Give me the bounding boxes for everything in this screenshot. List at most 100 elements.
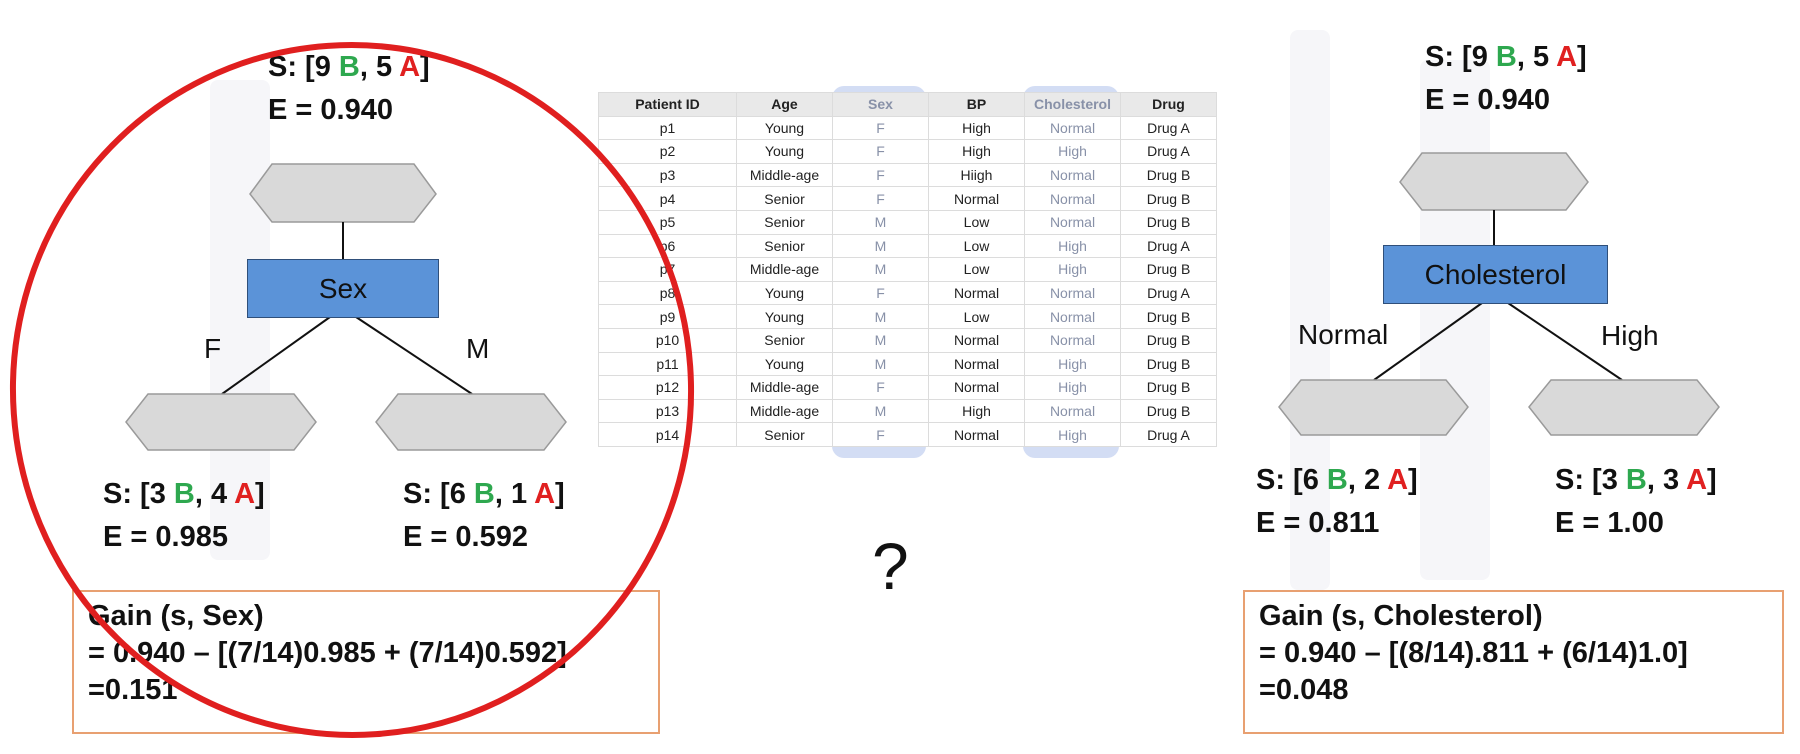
table-cell: High bbox=[1024, 422, 1121, 447]
table-cell: Drug B bbox=[1120, 398, 1217, 424]
leaf-entropy-normal: E = 0.811 bbox=[1256, 507, 1380, 539]
column-header: Age bbox=[736, 92, 833, 117]
table-cell: Drug B bbox=[1120, 257, 1217, 282]
column-header: Sex bbox=[832, 92, 929, 117]
leaf-hexagon-m bbox=[375, 393, 567, 451]
table-cell: Normal bbox=[1024, 209, 1121, 235]
table-cell: M bbox=[832, 257, 929, 282]
table-cell: Young bbox=[736, 115, 833, 141]
table-cell: p3 bbox=[598, 162, 737, 188]
table-cell: M bbox=[832, 233, 929, 259]
table-row: p3 Middle-age F Hiigh Normal Drug B bbox=[598, 162, 1217, 188]
branch-label-m: M bbox=[466, 333, 490, 364]
leaf-hexagon-f bbox=[125, 393, 317, 451]
table-cell: Normal bbox=[1024, 304, 1121, 329]
root-stat-left: S: [9 B, 5 A] bbox=[268, 51, 430, 83]
root-entropy-right: E = 0.940 bbox=[1425, 84, 1550, 116]
table-cell: Drug B bbox=[1120, 327, 1217, 353]
table-cell: Hiigh bbox=[928, 162, 1025, 188]
table-cell: F bbox=[832, 115, 929, 141]
table-row: p8 Young F Normal Normal Drug A bbox=[598, 280, 1217, 306]
table-row: p10 Senior M Normal Normal Drug B bbox=[598, 327, 1217, 353]
column-header: BP bbox=[928, 92, 1025, 117]
table-cell: p14 bbox=[598, 422, 737, 447]
gain-chol-line3: =0.048 bbox=[1259, 674, 1349, 706]
question-mark: ? bbox=[872, 529, 909, 603]
table-cell: F bbox=[832, 280, 929, 306]
connector-chol-high bbox=[1507, 302, 1623, 381]
table-cell: Normal bbox=[1024, 186, 1121, 211]
table-cell: M bbox=[832, 209, 929, 235]
branch-label-normal: Normal bbox=[1298, 319, 1389, 350]
table-cell: Senior bbox=[736, 327, 833, 353]
table-cell: Drug B bbox=[1120, 304, 1217, 329]
table-cell: Drug B bbox=[1120, 209, 1217, 235]
table-cell: High bbox=[1024, 351, 1121, 377]
connector-sex-f bbox=[221, 316, 331, 395]
leaf-stat-high: S: [3 B, 3 A] bbox=[1555, 464, 1717, 496]
table-cell: p8 bbox=[598, 280, 737, 306]
table-row: p9 Young M Low Normal Drug B bbox=[598, 304, 1217, 329]
table-cell: M bbox=[832, 351, 929, 377]
table-cell: Normal bbox=[1024, 162, 1121, 188]
table-row: p2 Young F High High Drug A bbox=[598, 139, 1217, 164]
root-stat-right: S: [9 B, 5 A] bbox=[1425, 41, 1587, 73]
table-cell: Low bbox=[928, 209, 1025, 235]
table-cell: High bbox=[928, 115, 1025, 141]
table-cell: Drug B bbox=[1120, 351, 1217, 377]
table-header-row: Patient ID Age Sex BP Cholesterol Drug bbox=[598, 92, 1217, 117]
branch-label-f: F bbox=[204, 333, 222, 364]
table-cell: Young bbox=[736, 139, 833, 164]
table-cell: Normal bbox=[928, 280, 1025, 306]
table-cell: Middle-age bbox=[736, 398, 833, 424]
table-cell: F bbox=[832, 139, 929, 164]
table-cell: F bbox=[832, 162, 929, 188]
table-cell: F bbox=[832, 422, 929, 447]
table-cell: p4 bbox=[598, 186, 737, 211]
table-cell: p1 bbox=[598, 115, 737, 141]
table-row: p13 Middle-age M High Normal Drug B bbox=[598, 398, 1217, 424]
table-cell: Drug B bbox=[1120, 375, 1217, 400]
table-cell: Young bbox=[736, 351, 833, 377]
leaf-entropy-m: E = 0.592 bbox=[403, 521, 528, 553]
table-cell: Low bbox=[928, 233, 1025, 259]
table-cell: Senior bbox=[736, 422, 833, 447]
table-cell: Middle-age bbox=[736, 257, 833, 282]
table-cell: Normal bbox=[928, 422, 1025, 447]
table-cell: p5 bbox=[598, 209, 737, 235]
table-cell: p12 bbox=[598, 375, 737, 400]
table-cell: M bbox=[832, 398, 929, 424]
leaf-entropy-high: E = 1.00 bbox=[1555, 507, 1664, 539]
table-cell: Senior bbox=[736, 209, 833, 235]
table-cell: Normal bbox=[1024, 280, 1121, 306]
table-cell: Middle-age bbox=[736, 162, 833, 188]
table-cell: Low bbox=[928, 304, 1025, 329]
gain-chol-line1: Gain (s, Cholesterol) bbox=[1259, 600, 1543, 632]
gain-cholesterol-box: Gain (s, Cholesterol) = 0.940 – [(8/14).… bbox=[1243, 590, 1784, 734]
leaf-entropy-f: E = 0.985 bbox=[103, 521, 228, 553]
table-cell: Normal bbox=[1024, 398, 1121, 424]
column-header: Cholesterol bbox=[1024, 92, 1121, 117]
table-cell: High bbox=[1024, 375, 1121, 400]
root-hexagon-left bbox=[249, 163, 437, 223]
table-row: p14 Senior F Normal High Drug A bbox=[598, 422, 1217, 447]
table-cell: High bbox=[928, 398, 1025, 424]
table-cell: High bbox=[1024, 257, 1121, 282]
table-cell: Drug B bbox=[1120, 162, 1217, 188]
table-cell: Middle-age bbox=[736, 375, 833, 400]
table-cell: Drug A bbox=[1120, 139, 1217, 164]
table-row: p11 Young M Normal High Drug B bbox=[598, 351, 1217, 377]
root-hexagon-right bbox=[1399, 152, 1589, 211]
column-header: Patient ID bbox=[598, 92, 737, 117]
sex-node: Sex bbox=[247, 259, 439, 318]
leaf-hexagon-normal bbox=[1278, 379, 1469, 436]
leaf-stat-normal: S: [6 B, 2 A] bbox=[1256, 464, 1418, 496]
table-row: p4 Senior F Normal Normal Drug B bbox=[598, 186, 1217, 211]
table-cell: p10 bbox=[598, 327, 737, 353]
table-cell: High bbox=[1024, 139, 1121, 164]
table-cell: Drug A bbox=[1120, 280, 1217, 306]
gain-sex-line1: Gain (s, Sex) bbox=[88, 600, 264, 632]
table-cell: Senior bbox=[736, 186, 833, 211]
connector-sex-m bbox=[355, 316, 473, 395]
